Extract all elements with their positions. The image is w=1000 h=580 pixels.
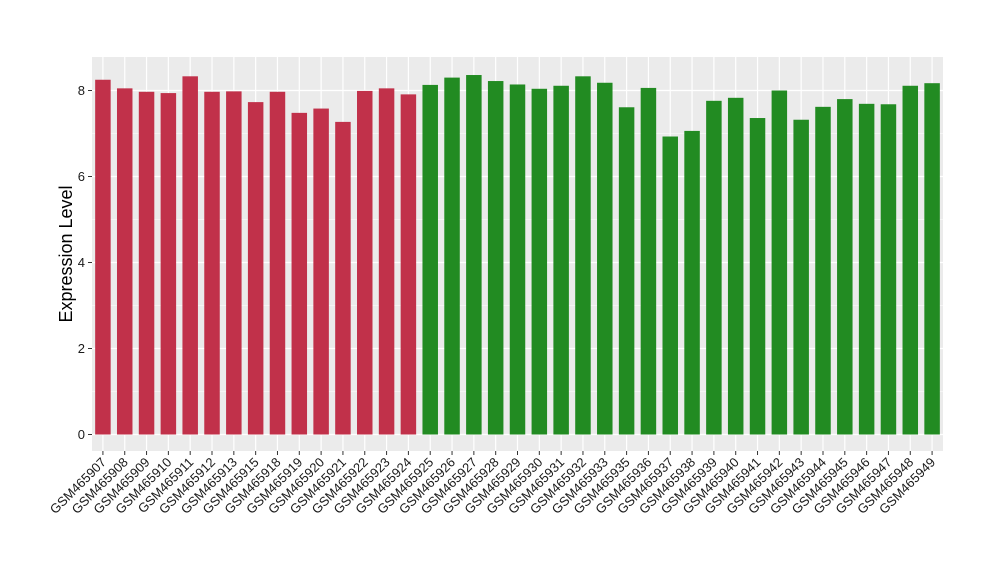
bar-GSM465913 [226, 91, 242, 435]
bar-GSM465919 [291, 112, 308, 435]
bar-GSM465928 [487, 81, 504, 435]
bar-GSM465932 [575, 76, 591, 435]
bar-GSM465933 [597, 82, 613, 435]
bar-GSM465909 [138, 91, 155, 435]
bar-GSM465945 [837, 99, 853, 435]
bar-GSM465907 [95, 79, 111, 435]
bar-GSM465943 [793, 119, 809, 435]
bars [95, 75, 940, 435]
bar-GSM465947 [880, 104, 897, 435]
bar-GSM465922 [357, 90, 373, 435]
y-axis-ticks: 0 2 4 6 8 [78, 83, 92, 442]
bar-GSM465948 [902, 85, 919, 435]
bar-GSM465930 [531, 88, 548, 435]
bar-GSM465911 [182, 76, 198, 435]
bar-GSM465920 [313, 108, 329, 435]
bar-GSM465940 [727, 97, 744, 435]
bar-GSM465924 [400, 94, 417, 435]
bar-GSM465937 [662, 136, 678, 435]
bar-GSM465931 [553, 85, 569, 435]
bar-GSM465938 [684, 130, 700, 435]
bar-GSM465949 [924, 83, 940, 435]
bar-GSM465939 [706, 100, 722, 435]
x-axis-ticks: GSM465907GSM465908GSM465909GSM465910GSM4… [47, 451, 938, 517]
bar-GSM465942 [771, 90, 788, 435]
bar-GSM465921 [335, 121, 351, 435]
bar-GSM465908 [116, 88, 133, 435]
bar-GSM465910 [160, 93, 177, 435]
y-tick-label: 4 [78, 255, 85, 270]
bar-GSM465918 [269, 91, 286, 435]
bar-GSM465936 [640, 87, 657, 435]
bar-GSM465935 [618, 107, 635, 435]
y-tick-label: 6 [78, 169, 85, 184]
bar-GSM465912 [204, 91, 220, 435]
bar-GSM465946 [858, 103, 875, 435]
y-tick-label: 0 [78, 427, 85, 442]
bar-GSM465927 [466, 75, 482, 435]
bar-GSM465929 [509, 84, 526, 435]
bar-GSM465925 [422, 84, 438, 435]
bar-GSM465941 [749, 118, 766, 435]
y-tick-label: 8 [78, 83, 85, 98]
bar-GSM465923 [378, 88, 395, 435]
y-axis-title: Expression Level [56, 185, 76, 322]
bar-GSM465926 [444, 77, 460, 435]
bar-GSM465915 [247, 102, 264, 435]
y-tick-label: 2 [78, 341, 85, 356]
bar-GSM465944 [815, 106, 831, 435]
